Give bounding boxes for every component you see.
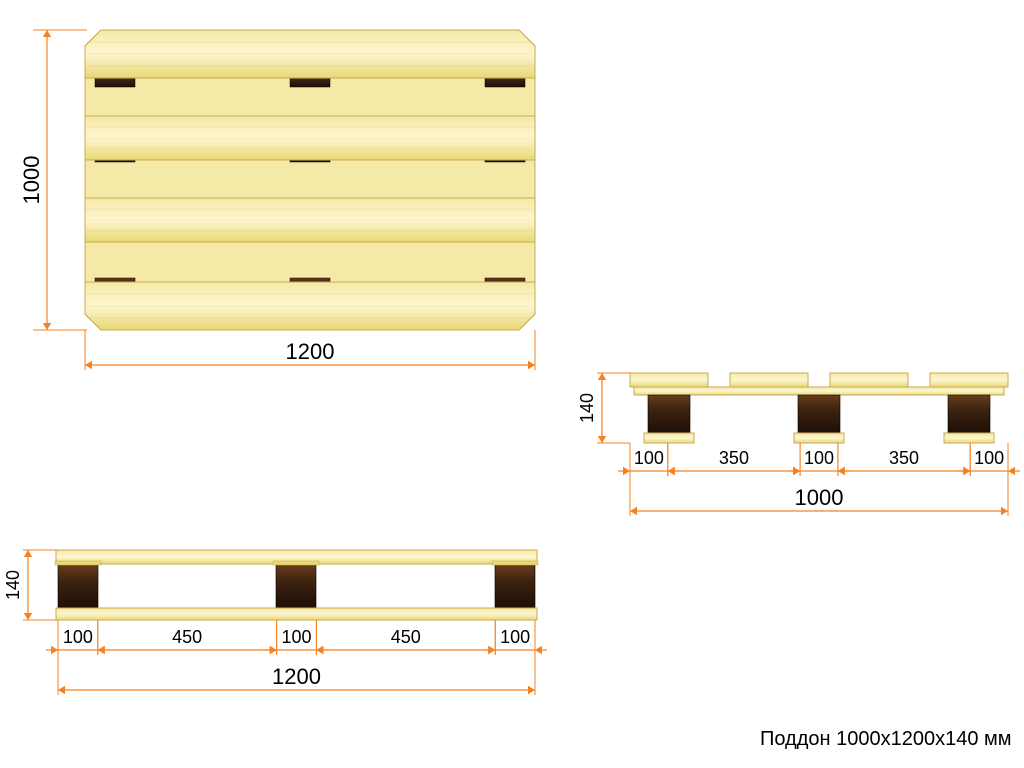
svg-text:1000: 1000 (19, 156, 44, 205)
svg-text:140: 140 (3, 570, 23, 600)
caption: Поддон 1000x1200x140 мм (760, 728, 1012, 750)
svg-text:100: 100 (974, 448, 1004, 468)
svg-text:1200: 1200 (286, 339, 335, 364)
svg-text:350: 350 (889, 448, 919, 468)
svg-text:1000: 1000 (795, 485, 844, 510)
svg-text:450: 450 (391, 627, 421, 647)
svg-text:100: 100 (281, 627, 311, 647)
svg-text:100: 100 (804, 448, 834, 468)
svg-text:140: 140 (577, 393, 597, 423)
svg-text:100: 100 (63, 627, 93, 647)
svg-text:450: 450 (172, 627, 202, 647)
svg-text:100: 100 (500, 627, 530, 647)
svg-text:1200: 1200 (272, 664, 321, 689)
side-view (630, 373, 1008, 443)
front-view (55, 550, 538, 620)
svg-text:350: 350 (719, 448, 749, 468)
top-view (85, 30, 535, 330)
svg-text:100: 100 (634, 448, 664, 468)
